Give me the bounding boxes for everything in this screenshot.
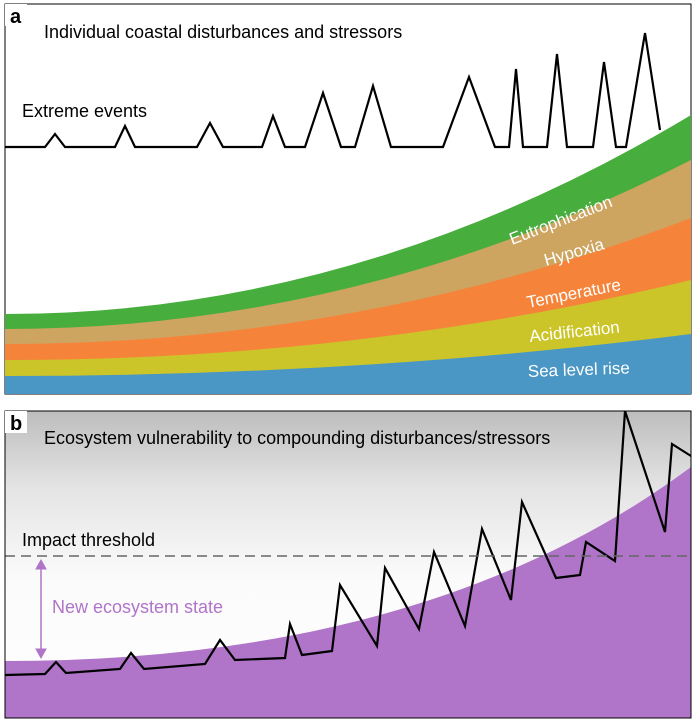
panel-b-title: Ecosystem vulnerability to compounding d… bbox=[44, 428, 550, 448]
extreme-events-line bbox=[5, 32, 662, 149]
panel-a-title: Individual coastal disturbances and stre… bbox=[44, 22, 402, 42]
impact-threshold-label: Impact threshold bbox=[22, 530, 155, 550]
panel-a: a Individual coastal disturbances and st… bbox=[4, 3, 692, 395]
panel-b-letter-bg bbox=[5, 411, 27, 433]
panel-b: b Ecosystem vulnerability to compounding… bbox=[0, 407, 697, 723]
new-state-arrow bbox=[35, 558, 47, 660]
panel-a-letter-bg bbox=[5, 4, 27, 26]
panel-a-figure: a Individual coastal disturbances and st… bbox=[4, 3, 692, 395]
new-state-fill bbox=[5, 467, 691, 718]
panel-b-figure: b Ecosystem vulnerability to compounding… bbox=[4, 410, 692, 719]
panel-b-frame bbox=[4, 410, 692, 719]
band-sea-level-rise bbox=[5, 334, 691, 394]
band-label-sea-level-rise: Sea level rise bbox=[527, 358, 630, 381]
panel-b-letter: b bbox=[10, 413, 22, 435]
panel-a-letter: a bbox=[10, 6, 22, 28]
extreme-events-label: Extreme events bbox=[22, 101, 147, 121]
new-state-label: New ecosystem state bbox=[52, 597, 223, 617]
vulnerability-line bbox=[5, 411, 691, 677]
